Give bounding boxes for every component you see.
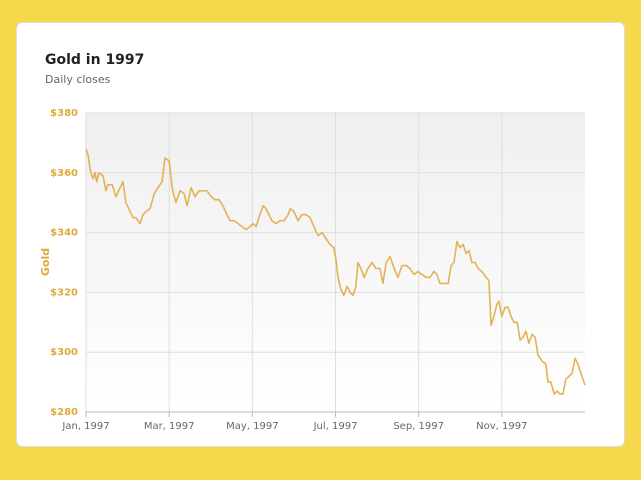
y-tick-label: $300 xyxy=(50,347,78,358)
y-tick-label: $360 xyxy=(50,168,78,179)
x-tick-label: Mar, 1997 xyxy=(144,421,195,432)
y-tick-label: $340 xyxy=(50,228,78,239)
y-tick-label: $320 xyxy=(50,287,78,298)
x-tick-label: Jan, 1997 xyxy=(61,421,109,432)
x-tick-label: Jul, 1997 xyxy=(313,421,358,432)
y-tick-label: $380 xyxy=(50,108,78,119)
x-tick-label: May, 1997 xyxy=(226,421,278,432)
x-tick-label: Nov, 1997 xyxy=(476,421,527,432)
chart-subtitle: Daily closes xyxy=(45,73,111,86)
y-axis-label: Gold xyxy=(39,248,52,276)
price-line xyxy=(85,148,586,395)
y-tick-label: $280 xyxy=(50,407,78,418)
x-tick-label: Sep, 1997 xyxy=(393,421,444,432)
chart-title: Gold in 1997 xyxy=(45,52,144,68)
